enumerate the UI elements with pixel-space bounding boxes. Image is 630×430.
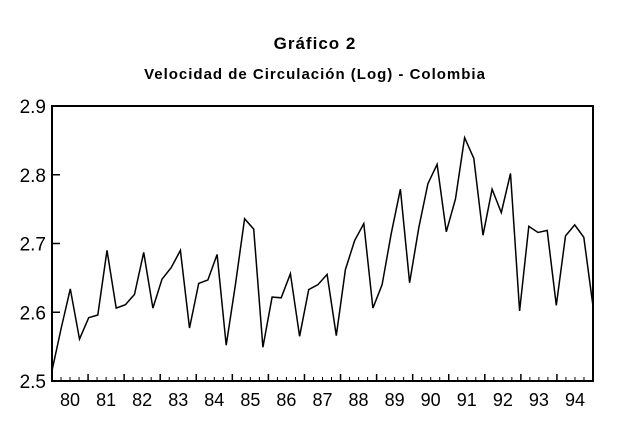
y-tick-label: 2.9 bbox=[20, 97, 46, 118]
x-tick-label: 81 bbox=[96, 390, 116, 410]
x-tick-label: 83 bbox=[168, 390, 188, 410]
x-tick-label: 84 bbox=[204, 390, 224, 410]
x-axis: 80 81 82 83 84 85 86 87 88 89 90 91 92 93 94 bbox=[51, 374, 585, 410]
x-tick-label: 85 bbox=[240, 390, 260, 410]
x-tick-label: 94 bbox=[565, 390, 585, 410]
y-tick-label: 2.8 bbox=[20, 166, 46, 187]
x-tick-label: 91 bbox=[457, 390, 477, 410]
x-tick-label: 82 bbox=[132, 390, 152, 410]
y-tick-label: 2.7 bbox=[20, 235, 46, 256]
x-tick-label: 92 bbox=[493, 390, 513, 410]
x-tick-label: 88 bbox=[349, 390, 369, 410]
chart-subtitle: Velocidad de Circulación (Log) - Colombi… bbox=[144, 66, 486, 83]
x-tick-label: 93 bbox=[529, 390, 549, 410]
y-tick-label: 2.6 bbox=[20, 303, 46, 324]
y-tick-label: 2.5 bbox=[20, 372, 46, 393]
x-tick-label: 89 bbox=[385, 390, 405, 410]
plot-frame bbox=[51, 105, 594, 382]
x-tick-label: 86 bbox=[276, 390, 296, 410]
series-line bbox=[51, 134, 594, 371]
chart-title: Gráfico 2 bbox=[273, 34, 357, 53]
x-tick-label: 90 bbox=[421, 390, 441, 410]
x-tick-label: 80 bbox=[60, 390, 80, 410]
y-axis: 2.5 2.6 2.7 2.8 2.9 bbox=[20, 97, 60, 393]
x-tick-label: 87 bbox=[312, 390, 332, 410]
